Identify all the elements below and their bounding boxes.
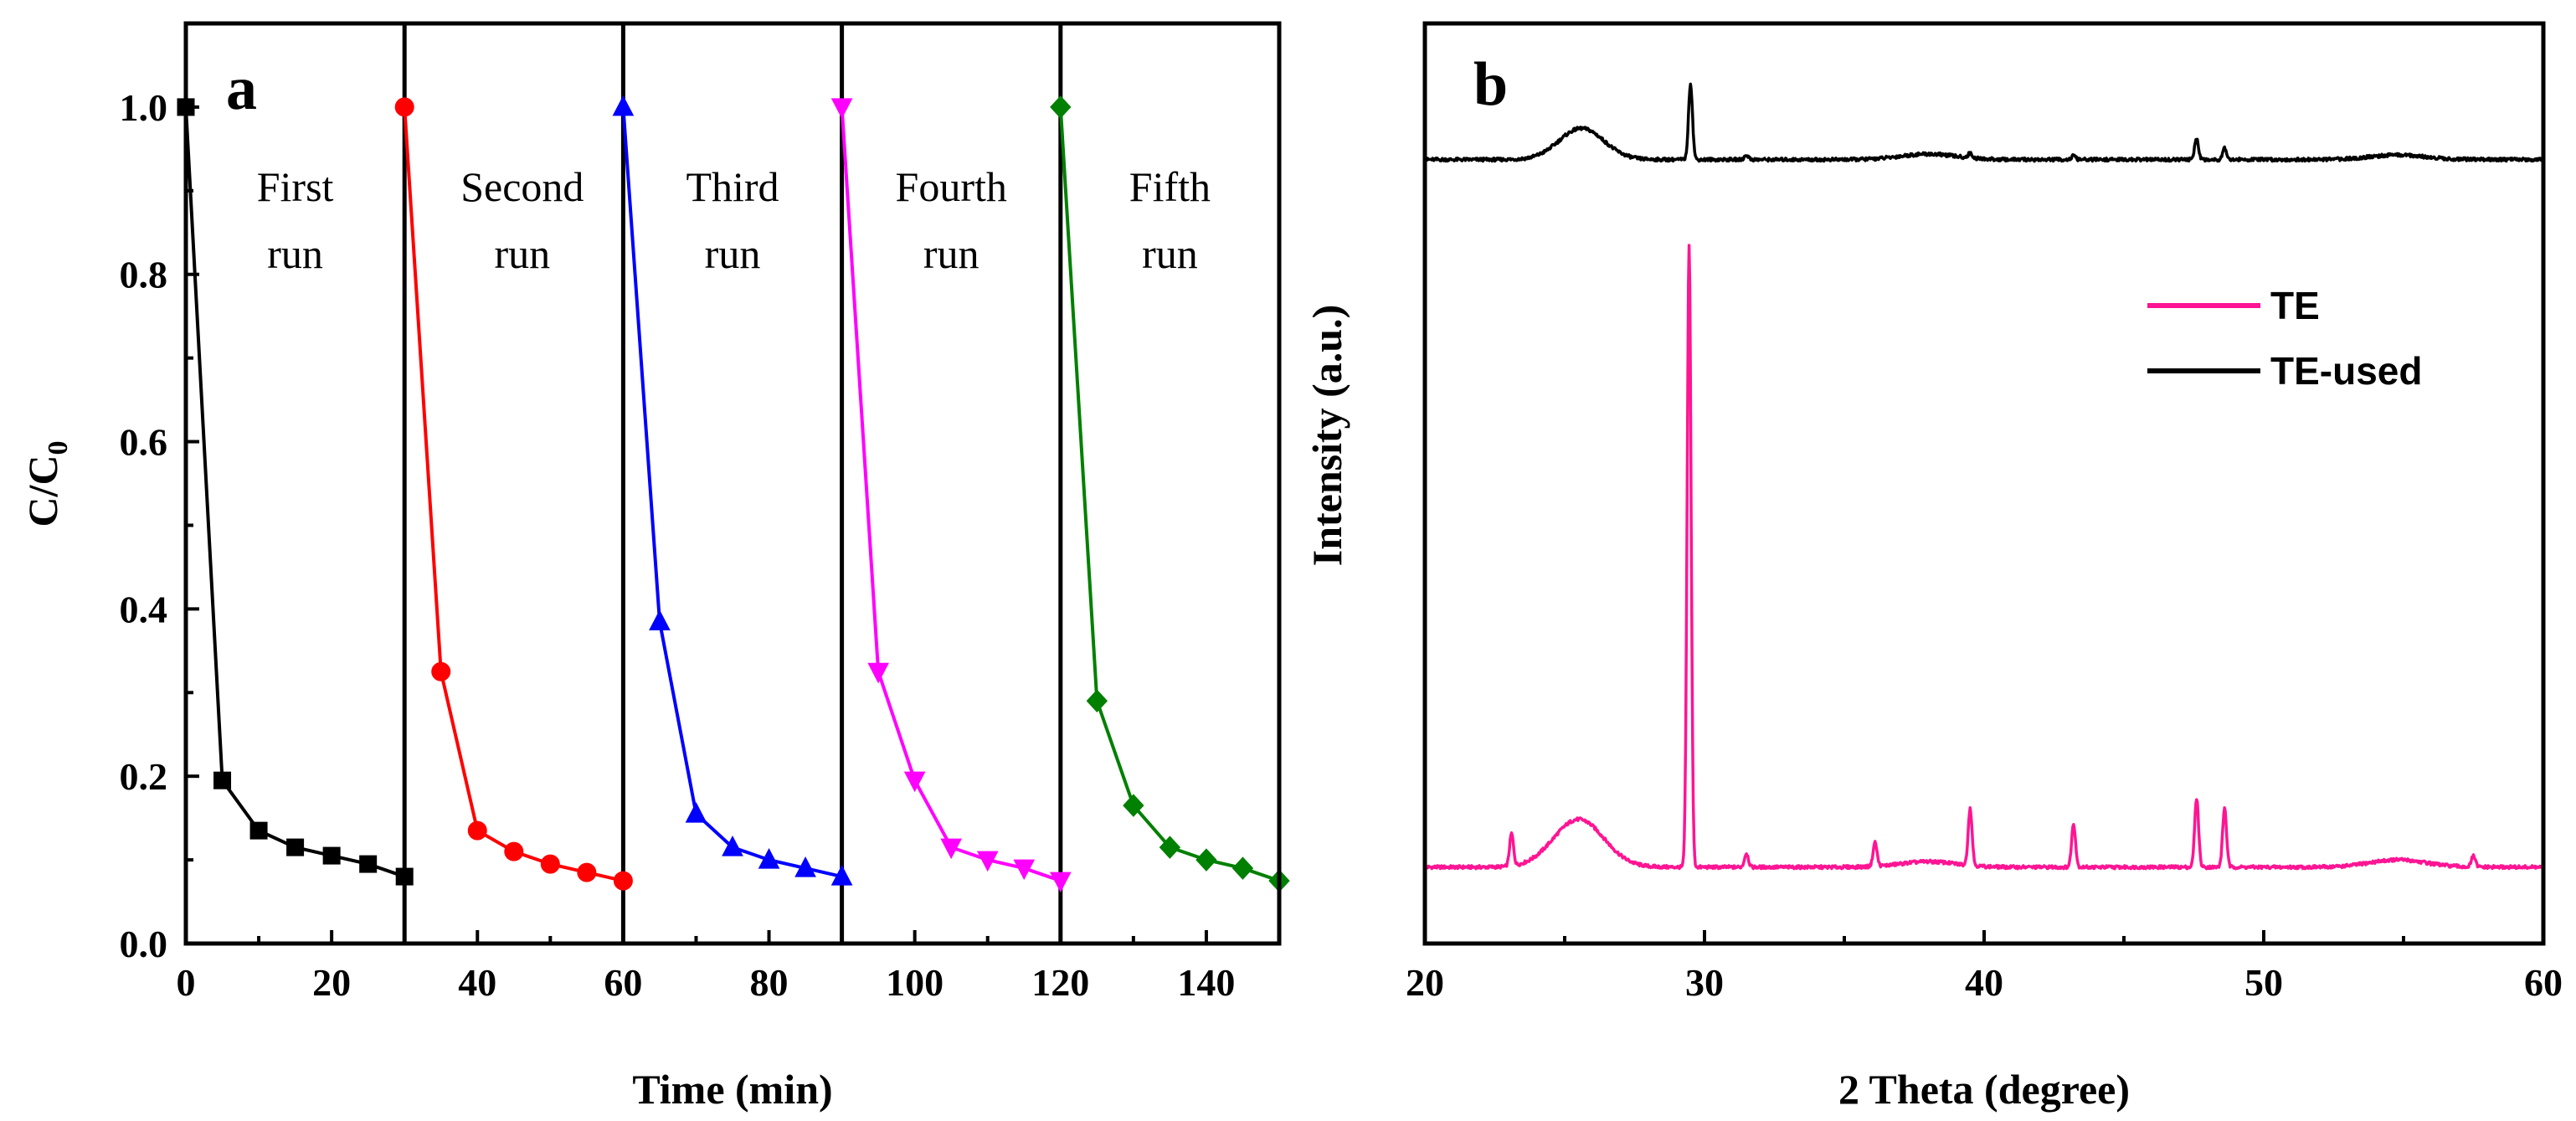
panel-a-data-point: [1123, 794, 1144, 817]
panel-b-x-tick-label: 50: [2244, 961, 2283, 1004]
panel-b-x-tick-label: 30: [1685, 961, 1724, 1004]
panel-a-series-line: [621, 106, 843, 879]
panel-a-data-point: [1086, 689, 1108, 713]
panel-a-data-point: [467, 820, 487, 841]
panel-a-series-line: [1058, 106, 1280, 882]
panel-a-series-line: [184, 106, 405, 878]
panel-a-data-point: [794, 856, 816, 877]
panel-a-plot-layer: [177, 23, 1290, 944]
panel-a-run-label-line2: run: [1142, 230, 1198, 277]
panel-a-run-label-line1: Fifth: [1129, 163, 1211, 210]
panel-a-y-ticks: 0.0 0.2 0.4 0.6 0.8 1.0: [120, 22, 199, 965]
panel-b-y-axis-title: Intensity (a.u.): [1303, 305, 1350, 567]
panel-a-x-tick-label: 100: [886, 961, 944, 1004]
panel-a-letter: a: [226, 54, 257, 123]
panel-a-x-tick-label: 80: [750, 961, 789, 1004]
panel-a-data-point: [213, 771, 232, 789]
panel-a-x-tick-label: 60: [604, 961, 642, 1004]
panel-a-x-tick-label: 140: [1177, 961, 1235, 1004]
panel-b-legend-label: TE-used: [2270, 349, 2422, 393]
panel-a-data-point: [1231, 856, 1254, 880]
panel-a: 0 20 40 60 80 100 120 140 0.00.20.40.60.81.0 a …: [19, 21, 1290, 1113]
panel-a-run-label-line1: First: [257, 163, 334, 210]
panel-b-pattern-te-used: [1424, 82, 2545, 163]
panel-a-data-point: [830, 864, 853, 886]
panel-a-x-ticks: 0 20 40 60 80 100 120 140: [177, 930, 1235, 1004]
panel-a-data-point: [394, 97, 414, 117]
panel-a-data-point: [395, 867, 414, 886]
panel-a-data-point: [613, 871, 633, 891]
panel-a-data-point: [940, 838, 963, 860]
panel-a-data-point: [649, 609, 671, 630]
panel-a-data-point: [431, 661, 451, 681]
panel-a-run-label-line1: Third: [686, 163, 779, 210]
panel-a-x-axis-title: Time (min): [632, 1066, 832, 1113]
panel-a-data-point: [1195, 848, 1217, 872]
panel-a-y-tick-label: 1.0: [120, 86, 168, 129]
panel-a-data-point: [722, 836, 743, 856]
panel-a-run-label-line1: Fourth: [896, 163, 1007, 210]
panel-a-data-point: [758, 848, 780, 869]
panel-a-series-line: [840, 106, 1062, 882]
panel-a-data-point: [1050, 95, 1072, 119]
panel-a-run-labels: First run Second run Third run Fourth run Fifth r…: [257, 163, 1211, 277]
panel-b-x-tick-label: 60: [2524, 961, 2563, 1004]
panel-a-data-point: [577, 862, 597, 882]
panel-b-x-axis-title: 2 Theta (degree): [1838, 1066, 2130, 1113]
panel-a-y-tick-label: 0.0: [120, 923, 168, 965]
panel-a-data-point: [504, 841, 524, 861]
panel-a-data-point: [976, 851, 999, 872]
panel-a-y-axis-title: C/C0: [19, 440, 74, 527]
panel-b-frame: [1422, 21, 2546, 946]
panel-a-data-point: [286, 838, 305, 856]
panel-a-data-point: [612, 95, 635, 116]
panel-a-run-label-line2: run: [267, 230, 323, 277]
panel-a-data-point: [830, 98, 853, 119]
panel-b-pattern-te: [1423, 244, 2545, 871]
panel-b-x-tick-label: 40: [1965, 961, 2003, 1004]
panel-a-x-tick-label: 120: [1031, 961, 1089, 1004]
panel-a-data-point: [1013, 859, 1036, 881]
panel-a-frame: [183, 21, 1282, 946]
panel-a-y-tick-label: 0.4: [120, 588, 168, 630]
panel-a-data-point: [359, 855, 378, 873]
panel-a-y-tick-label: 0.2: [120, 755, 168, 798]
panel-a-run-label-line2: run: [494, 230, 550, 277]
panel-a-run-label-line2: run: [705, 230, 761, 277]
panel-b-legend: TE TE-used: [2147, 284, 2422, 393]
panel-a-y-tick-label: 0.6: [120, 421, 168, 464]
panel-b-plot-layer: [1423, 82, 2545, 871]
panel-a-data-point: [685, 802, 707, 823]
panel-a-run-label-line1: Second: [460, 163, 584, 210]
panel-a-data-point: [1159, 836, 1181, 859]
panel-a-x-tick-label: 40: [458, 961, 496, 1004]
panel-b-letter: b: [1473, 50, 1508, 119]
panel-a-run-label-line2: run: [923, 230, 979, 277]
panel-a-data-point: [903, 771, 926, 793]
panel-a-x-tick-label: 20: [312, 961, 351, 1004]
panel-a-y-tick-label: 0.8: [120, 254, 168, 296]
panel-b: 20 30 40 50 60 b 2 Theta (degree) Intensity …: [1303, 21, 2563, 1113]
panel-b-x-ticks: 20 30 40 50 60: [1406, 930, 2563, 1004]
panel-a-data-point: [540, 854, 560, 874]
panel-a-data-point: [1049, 872, 1072, 893]
panel-a-x-tick-label: 0: [177, 961, 196, 1004]
panel-b-x-tick-label: 20: [1406, 961, 1444, 1004]
panel-a-series-line: [403, 106, 624, 883]
panel-b-legend-label: TE: [2270, 284, 2320, 327]
panel-a-data-point: [867, 662, 889, 684]
panel-a-data-point: [322, 846, 341, 865]
panel-a-data-point: [249, 821, 268, 840]
